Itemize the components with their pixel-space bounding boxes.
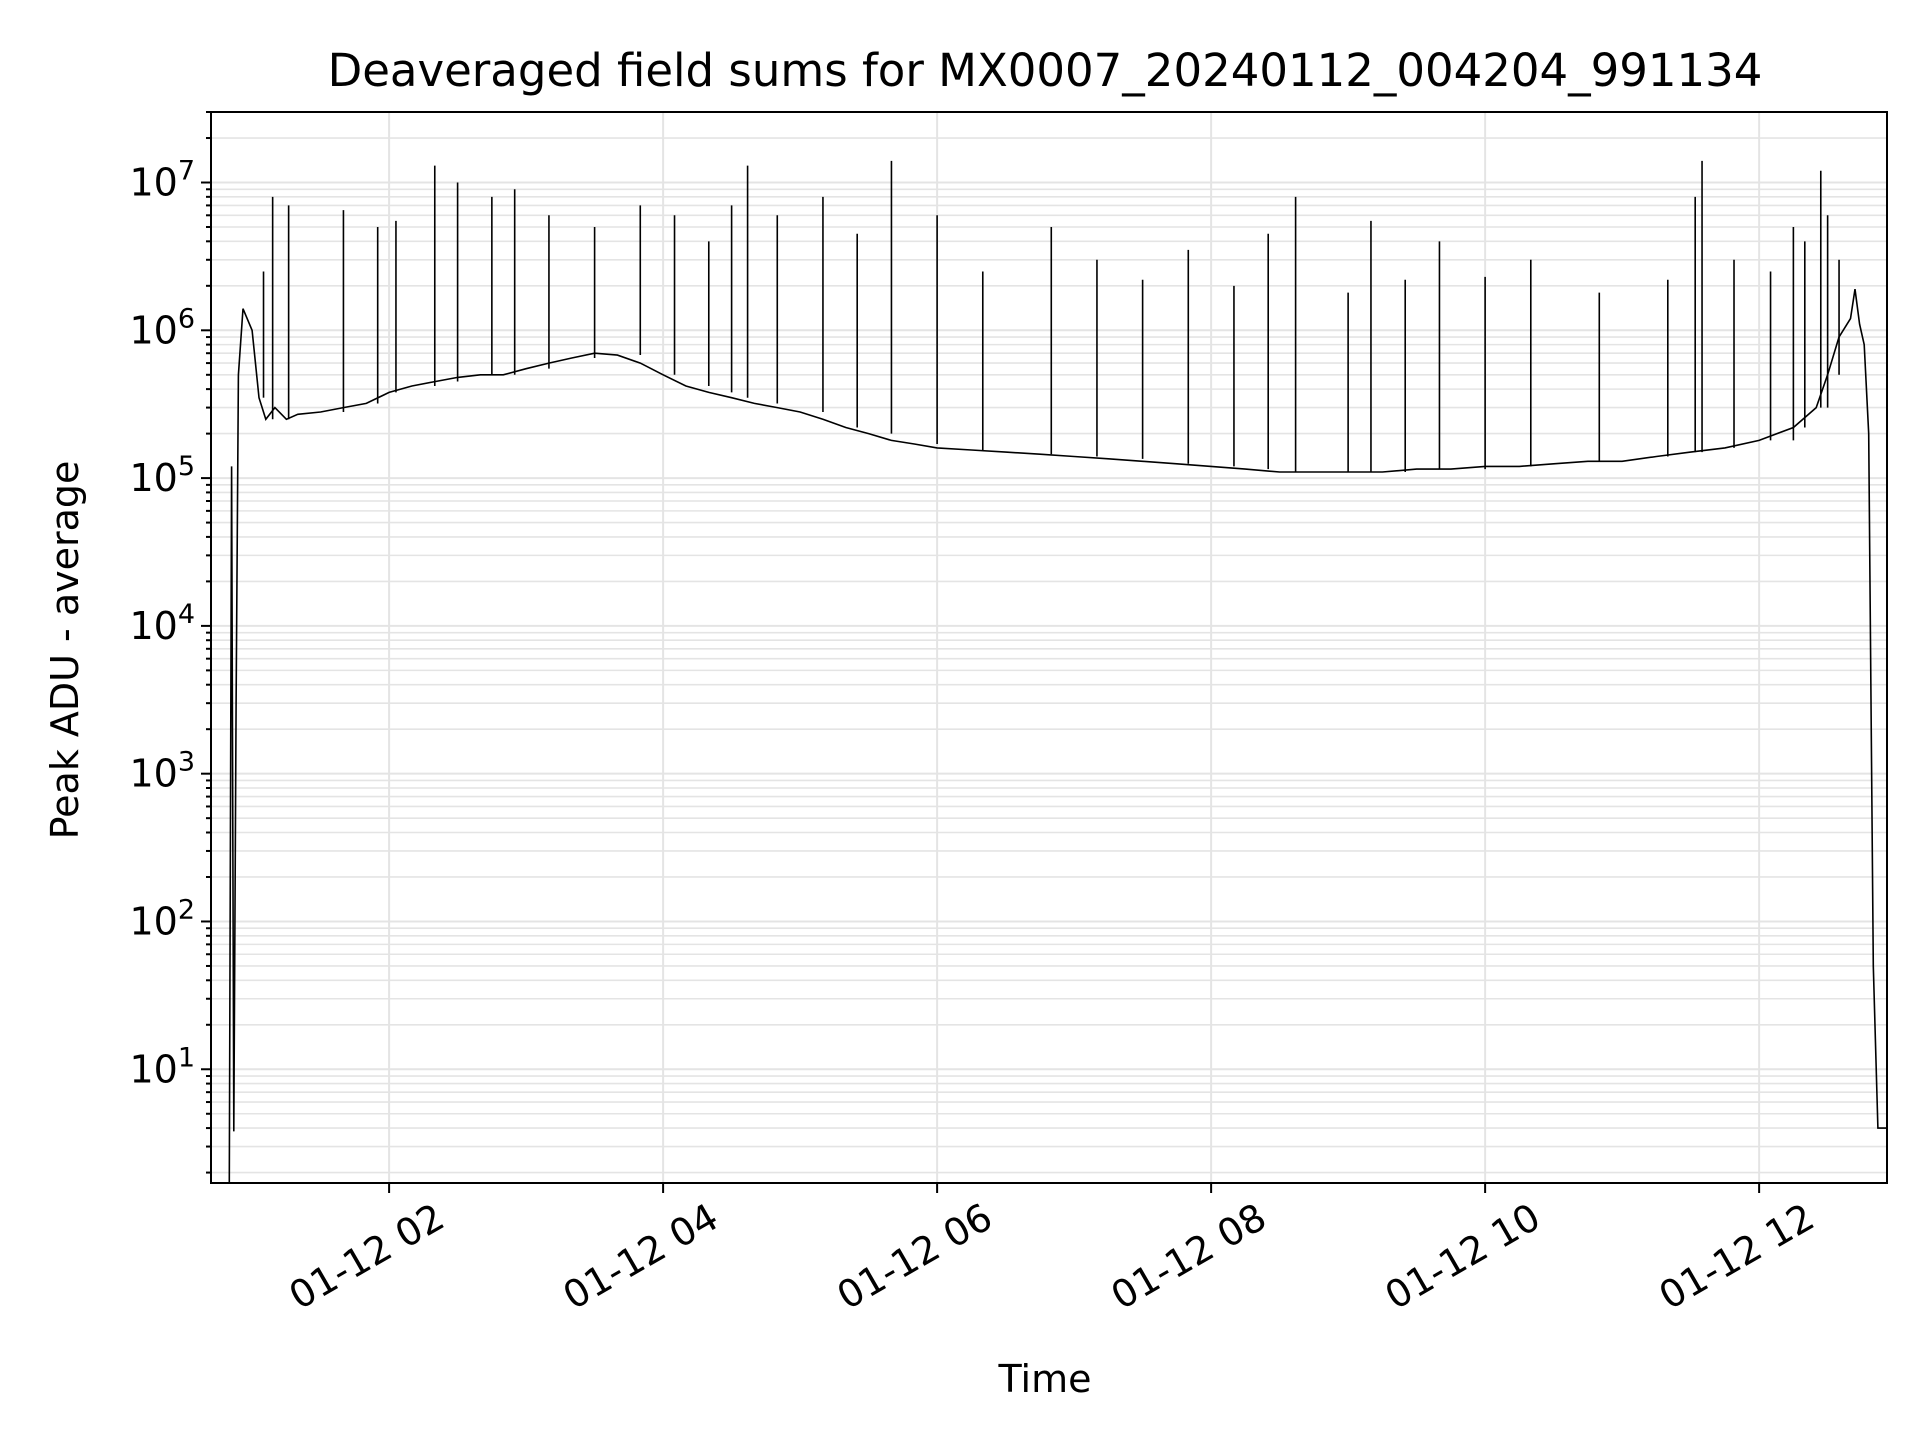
y-tick-label: 104 (129, 599, 195, 648)
x-axis-label: Time (998, 1357, 1092, 1401)
y-axis: 101 102 103 104 105 106 107 (129, 111, 211, 1174)
y-tick-label: 102 (129, 894, 195, 943)
y-tick-label: 105 (129, 451, 195, 500)
y-tick-label: 101 (129, 1042, 195, 1091)
chart-title: Deaveraged field sums for MX0007_2024011… (328, 44, 1763, 97)
plot-area (228, 160, 1887, 1184)
grid (211, 111, 1887, 1183)
y-axis-label: Peak ADU - average (43, 461, 87, 840)
y-tick-label: 107 (129, 156, 195, 205)
y-tick-label: 106 (129, 303, 195, 352)
y-tick-label: 103 (129, 747, 195, 796)
plot-frame (210, 111, 1888, 1184)
